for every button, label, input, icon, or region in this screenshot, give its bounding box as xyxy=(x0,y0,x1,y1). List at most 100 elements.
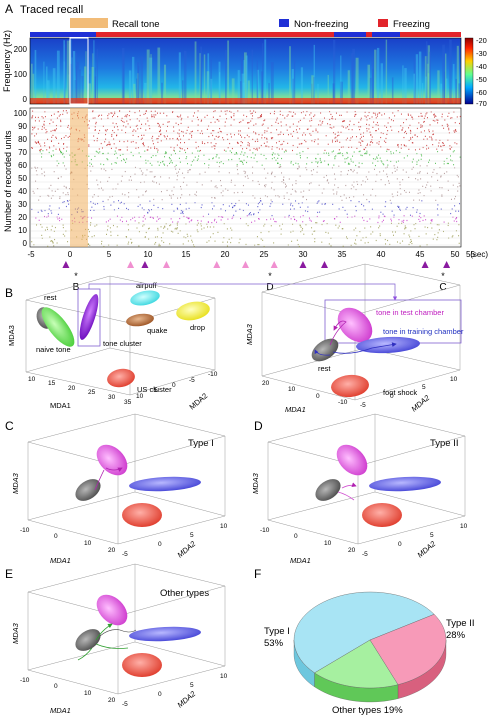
spectrogram-streak xyxy=(385,39,388,104)
spike xyxy=(249,110,251,112)
spike xyxy=(40,148,42,151)
spike xyxy=(386,150,388,152)
spectrogram-streak xyxy=(367,64,371,104)
spike xyxy=(415,222,417,225)
panel-e-letter: E xyxy=(5,567,13,581)
spike xyxy=(295,180,297,182)
spike xyxy=(377,113,379,115)
spike xyxy=(431,220,433,222)
spike xyxy=(213,205,215,207)
spike xyxy=(169,243,171,245)
spike xyxy=(318,200,320,202)
spike xyxy=(185,157,187,160)
spike xyxy=(53,113,55,115)
panel-e: E Other types MDA3 MDA1 MDA2 -10 0 10 20… xyxy=(5,563,228,715)
spike xyxy=(87,124,89,126)
spike xyxy=(376,142,378,144)
spike xyxy=(127,243,129,245)
spectrogram-streak xyxy=(240,58,243,104)
spike xyxy=(437,204,439,206)
spike xyxy=(117,129,119,131)
spike xyxy=(41,126,43,128)
spike xyxy=(125,131,127,134)
spike xyxy=(292,123,294,125)
spike xyxy=(162,123,164,125)
spike xyxy=(178,129,180,131)
spike xyxy=(196,229,198,231)
spike xyxy=(67,136,69,138)
spike xyxy=(399,181,401,183)
spike xyxy=(63,185,65,187)
spike xyxy=(197,219,199,222)
spike xyxy=(311,119,313,122)
spike xyxy=(263,225,265,227)
spike xyxy=(320,112,322,114)
spike xyxy=(426,172,428,174)
spike xyxy=(360,239,362,241)
spike xyxy=(207,221,209,223)
spike xyxy=(393,152,395,154)
spike xyxy=(122,158,124,160)
spike xyxy=(441,149,443,151)
spike xyxy=(408,234,410,236)
spike xyxy=(377,221,379,224)
spectrogram-streak xyxy=(75,53,78,104)
spike xyxy=(170,161,172,163)
spectrogram-streak xyxy=(333,39,336,104)
spike xyxy=(386,133,388,136)
e-xtick: 0 xyxy=(54,683,58,690)
spike xyxy=(355,113,357,116)
spike xyxy=(415,178,417,180)
spike xyxy=(348,162,350,164)
spike xyxy=(424,226,426,228)
spike xyxy=(246,115,248,118)
spike xyxy=(188,138,190,141)
spike xyxy=(110,112,112,114)
spike xyxy=(387,130,389,132)
spike xyxy=(447,180,449,182)
spike xyxy=(293,208,295,210)
spike xyxy=(457,186,459,188)
spike xyxy=(416,211,418,213)
spike xyxy=(418,122,420,124)
spike xyxy=(330,237,332,239)
spike xyxy=(201,204,203,206)
spectrogram-streak xyxy=(251,49,253,104)
spectrogram-streak xyxy=(247,80,250,104)
spike xyxy=(199,149,201,152)
spectrogram-streak xyxy=(437,70,440,104)
spike xyxy=(179,150,181,152)
spike xyxy=(340,146,342,148)
spike xyxy=(456,143,458,145)
spike xyxy=(432,238,434,240)
spike xyxy=(220,185,222,187)
spike xyxy=(416,163,418,166)
spike xyxy=(132,130,134,132)
spike xyxy=(150,156,152,159)
spike xyxy=(361,217,363,219)
spike xyxy=(316,202,318,204)
spike xyxy=(339,114,341,116)
spectrogram-streak xyxy=(89,73,91,104)
spike xyxy=(126,207,128,210)
spike xyxy=(375,124,377,126)
spike xyxy=(430,190,432,192)
spike xyxy=(368,201,370,203)
spike xyxy=(254,244,256,246)
spike xyxy=(314,241,316,243)
spike xyxy=(369,154,371,156)
spike xyxy=(103,245,105,248)
spike xyxy=(186,129,188,132)
spike xyxy=(155,114,157,116)
spike xyxy=(247,224,249,227)
spike xyxy=(55,128,57,130)
spectrogram-streak xyxy=(137,62,140,104)
pink-cluster xyxy=(336,444,368,476)
spike xyxy=(446,162,448,165)
spike xyxy=(31,117,33,119)
spike xyxy=(156,236,158,238)
spike xyxy=(410,114,412,116)
spike xyxy=(365,176,367,178)
b-right-yticks: -5 0 5 10 xyxy=(360,376,458,409)
spike xyxy=(223,149,225,151)
